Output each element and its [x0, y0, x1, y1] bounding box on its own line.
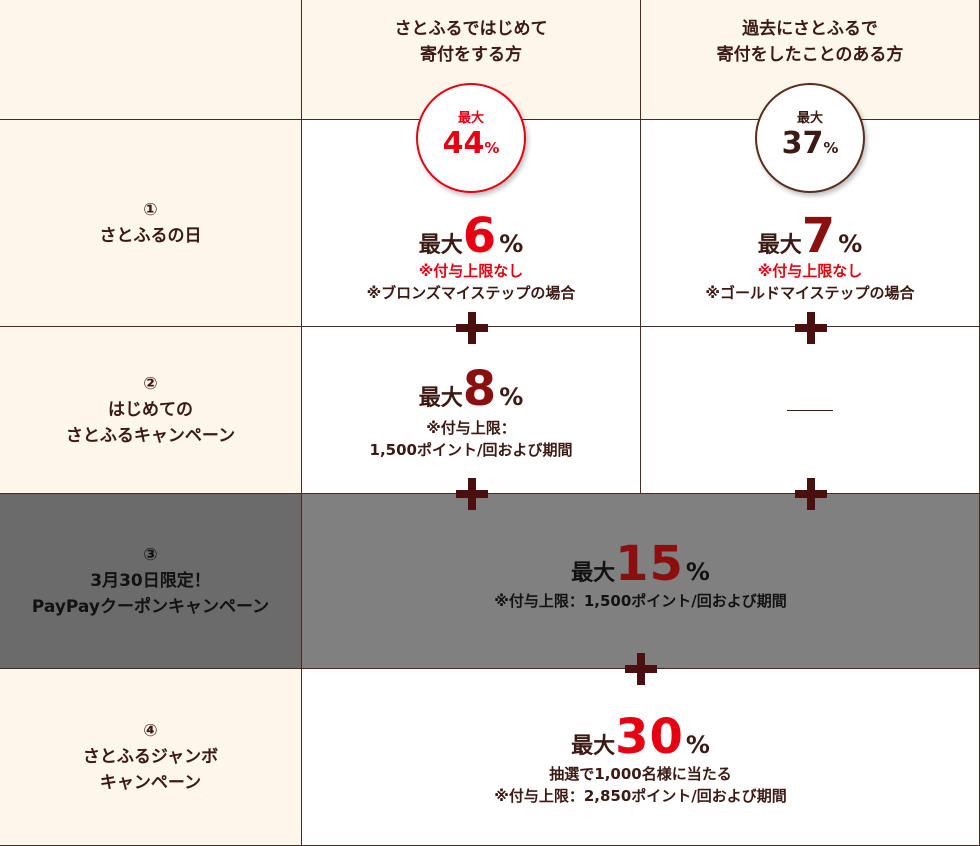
rate-prefix: 最大 [418, 386, 463, 411]
header-empty-cell [0, 0, 302, 120]
row1-first-time-rate: 最大 6 % [419, 212, 523, 260]
max-total-badge-first-time: 最大 44% [416, 83, 526, 193]
badge-top-label: 最大 [457, 111, 484, 126]
header-returning-label: 過去にさとふるで 寄付をしたことのある方 [716, 19, 904, 65]
row4-note: 抽選で1,000名様に当たる ※付与上限：2,850ポイント/回および期間 [494, 765, 787, 805]
max-total-badge-returning: 最大 37% [755, 83, 865, 193]
rate-value: 15 [615, 536, 684, 592]
rate-prefix: 最大 [571, 561, 616, 586]
plus-icon [456, 478, 488, 510]
row3-label-cell: ③ 3月30日限定！ PayPayクーポンキャンペーン [0, 494, 302, 669]
plus-icon [456, 312, 488, 344]
rate-unit: % [838, 230, 863, 258]
rate-value: 30 [615, 709, 684, 765]
row1-label-cell: ① さとふるの日 [0, 120, 302, 327]
row4-label: ④ さとふるジャンボ キャンペーン [82, 721, 219, 793]
row1-returning-rate: 最大 7 % [758, 212, 862, 260]
row1-first-time-red-note: ※付与上限なし [418, 262, 524, 280]
badge-value: 44% [442, 126, 500, 161]
row1-returning-red-note: ※付与上限なし [757, 262, 863, 280]
row4-rate: 最大 30 % [571, 713, 710, 761]
row2-returning-cell [641, 327, 980, 494]
row1-returning-note: ※ゴールドマイステップの場合 [705, 284, 915, 302]
row3-rate: 最大 15 % [571, 540, 710, 588]
not-applicable-dash [787, 409, 833, 411]
row4-label-cell: ④ さとふるジャンボ キャンペーン [0, 669, 302, 846]
rate-prefix: 最大 [757, 233, 802, 258]
rate-prefix: 最大 [571, 734, 616, 759]
rate-prefix: 最大 [418, 233, 463, 258]
rate-value: 8 [462, 361, 498, 417]
row2-label-cell: ② はじめての さとふるキャンペーン [0, 327, 302, 494]
rate-value: 6 [462, 208, 498, 264]
rate-unit: % [685, 558, 710, 586]
row2-first-time-rate: 最大 8 % [419, 365, 523, 413]
row3-label: ③ 3月30日限定！ PayPayクーポンキャンペーン [31, 545, 270, 617]
badge-top-label: 最大 [796, 111, 823, 126]
row1-first-time-note: ※ブロンズマイステップの場合 [366, 284, 576, 302]
row2-label: ② はじめての さとふるキャンペーン [65, 374, 236, 446]
row2-first-time-cell: 最大 8 % ※付与上限： 1,500ポイント/回および期間 [302, 327, 641, 494]
row1-returning-cell: 最大 7 % ※付与上限なし ※ゴールドマイステップの場合 [641, 120, 980, 327]
rate-unit: % [685, 731, 710, 759]
rate-value: 7 [801, 208, 837, 264]
row4-combined-cell: 最大 30 % 抽選で1,000名様に当たる ※付与上限：2,850ポイント/回… [302, 669, 980, 846]
row3-combined-cell: 最大 15 % ※付与上限：1,500ポイント/回および期間 [302, 494, 980, 669]
plus-icon [795, 312, 827, 344]
row1-label: ① さとふるの日 [99, 200, 202, 246]
badge-value: 37% [781, 126, 839, 161]
row3-note: ※付与上限：1,500ポイント/回および期間 [494, 592, 787, 610]
row2-first-time-note: ※付与上限： 1,500ポイント/回および期間 [369, 419, 573, 459]
rate-unit: % [499, 383, 524, 411]
plus-icon [795, 478, 827, 510]
rate-unit: % [499, 230, 524, 258]
header-first-time-label: さとふるではじめて 寄付をする方 [394, 19, 548, 65]
plus-icon [625, 653, 657, 685]
